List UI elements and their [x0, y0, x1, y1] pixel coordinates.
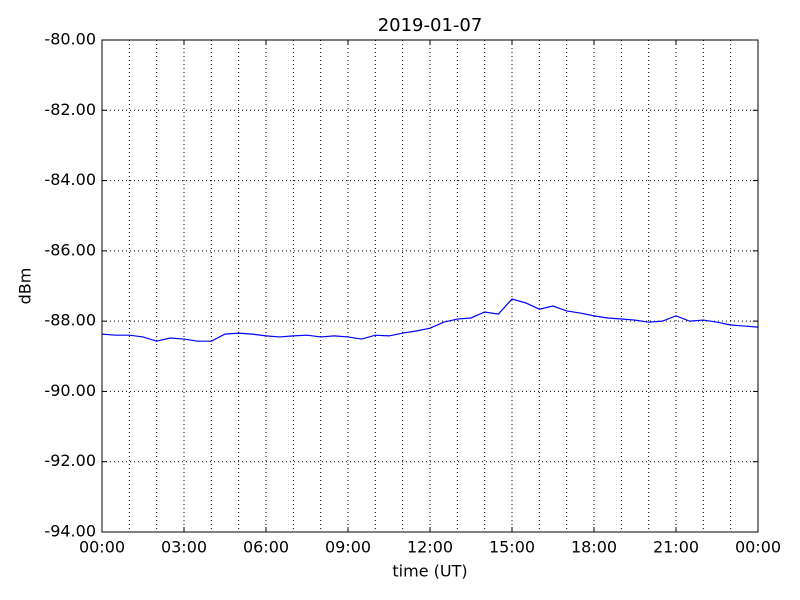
- x-tick-label: 00:00: [735, 538, 781, 557]
- x-axis-label: time (UT): [392, 562, 467, 581]
- x-tick-label: 21:00: [653, 538, 699, 557]
- y-tick-label: -86.00: [44, 240, 96, 259]
- y-tick-label: -94.00: [44, 522, 96, 541]
- y-tick-label: -82.00: [44, 100, 96, 119]
- x-tick-label: 03:00: [161, 538, 207, 557]
- y-tick-label: -92.00: [44, 451, 96, 470]
- x-tick-label: 09:00: [325, 538, 371, 557]
- y-tick-label: -88.00: [44, 311, 96, 330]
- y-axis-label: dBm: [16, 268, 35, 305]
- x-tick-label: 00:00: [79, 538, 125, 557]
- plot-frame: [101, 39, 759, 533]
- x-tick-label: 18:00: [571, 538, 617, 557]
- y-tick-label: -84.00: [44, 170, 96, 189]
- x-tick-label: 15:00: [489, 538, 535, 557]
- data-line: [101, 298, 759, 342]
- x-tick-label: 06:00: [243, 538, 289, 557]
- x-tick-label: 12:00: [407, 538, 453, 557]
- y-tick-label: -80.00: [44, 30, 96, 49]
- y-tick-label: -90.00: [44, 381, 96, 400]
- chart-title: 2019-01-07: [378, 15, 483, 36]
